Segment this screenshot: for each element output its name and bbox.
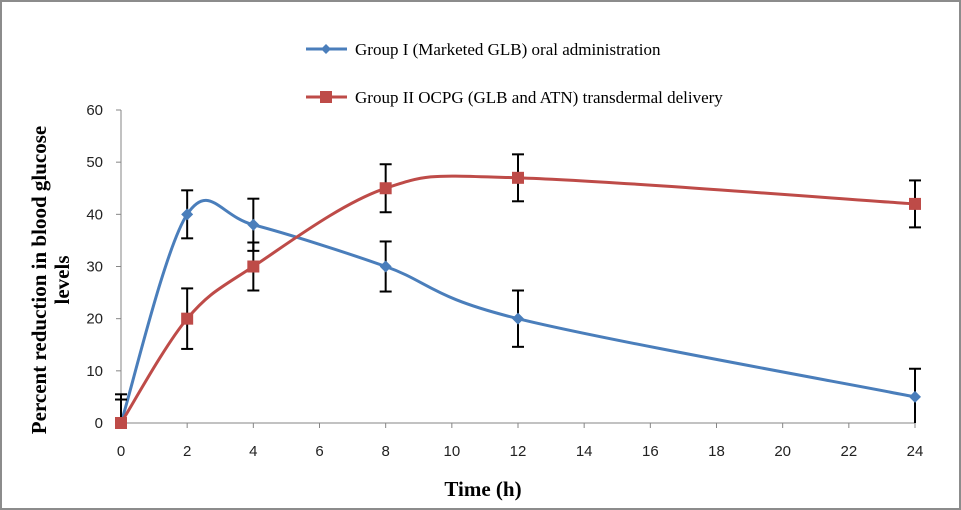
data-point-square <box>512 171 524 184</box>
data-point-square <box>181 312 194 325</box>
x-tick-label: 22 <box>840 443 857 460</box>
x-tick-label: 20 <box>774 443 791 460</box>
legend: Group I (Marketed GLB) oral administrati… <box>306 40 723 107</box>
y-tick-label: 50 <box>86 154 103 171</box>
legend-label-group-1: Group I (Marketed GLB) oral administrati… <box>355 40 661 59</box>
data-point-diamond <box>181 208 194 221</box>
x-tick-label: 12 <box>510 443 527 460</box>
x-tick-label: 6 <box>315 443 323 460</box>
legend-label-group-2: Group II OCPG (GLB and ATN) transdermal … <box>355 88 723 107</box>
x-tick-label: 24 <box>907 443 924 460</box>
data-point-square <box>909 197 921 210</box>
data-point-square <box>115 417 127 429</box>
y-tick-label: 30 <box>86 259 103 276</box>
x-tick-label: 2 <box>183 443 191 460</box>
x-tick-label: 4 <box>249 443 257 460</box>
y-tick-label: 20 <box>86 311 103 328</box>
legend-item-group-2: Group II OCPG (GLB and ATN) transdermal … <box>306 88 723 107</box>
x-tick-label: 0 <box>117 443 125 460</box>
y-tick-label: 0 <box>95 415 103 432</box>
y-axis-title: Percent reduction in blood glucose level… <box>27 126 74 434</box>
legend-item-group-1: Group I (Marketed GLB) oral administrati… <box>306 40 661 59</box>
data-point-square <box>379 182 392 195</box>
x-tick-label: 14 <box>576 443 593 460</box>
legend-square-marker <box>320 91 332 103</box>
y-axis-title-line-2: levels <box>50 256 74 305</box>
x-tick-label: 10 <box>443 443 460 460</box>
x-tick-label: 8 <box>381 443 389 460</box>
data-point-diamond <box>379 260 392 273</box>
series-line-group-1 <box>119 199 916 424</box>
x-tick-label: 18 <box>708 443 725 460</box>
data-point-diamond <box>247 218 260 231</box>
y-tick-label: 10 <box>86 363 103 380</box>
x-tick-label: 16 <box>642 443 659 460</box>
y-axis-title-line-1: Percent reduction in blood glucose <box>27 126 51 434</box>
series-layer <box>115 153 921 429</box>
data-point-square <box>247 260 260 273</box>
y-tick-label: 40 <box>86 206 103 223</box>
data-point-diamond <box>909 390 921 403</box>
x-axis-title: Time (h) <box>444 477 521 501</box>
legend-diamond-marker <box>321 44 331 54</box>
data-point-diamond <box>512 312 524 325</box>
y-tick-label: 60 <box>86 102 103 119</box>
